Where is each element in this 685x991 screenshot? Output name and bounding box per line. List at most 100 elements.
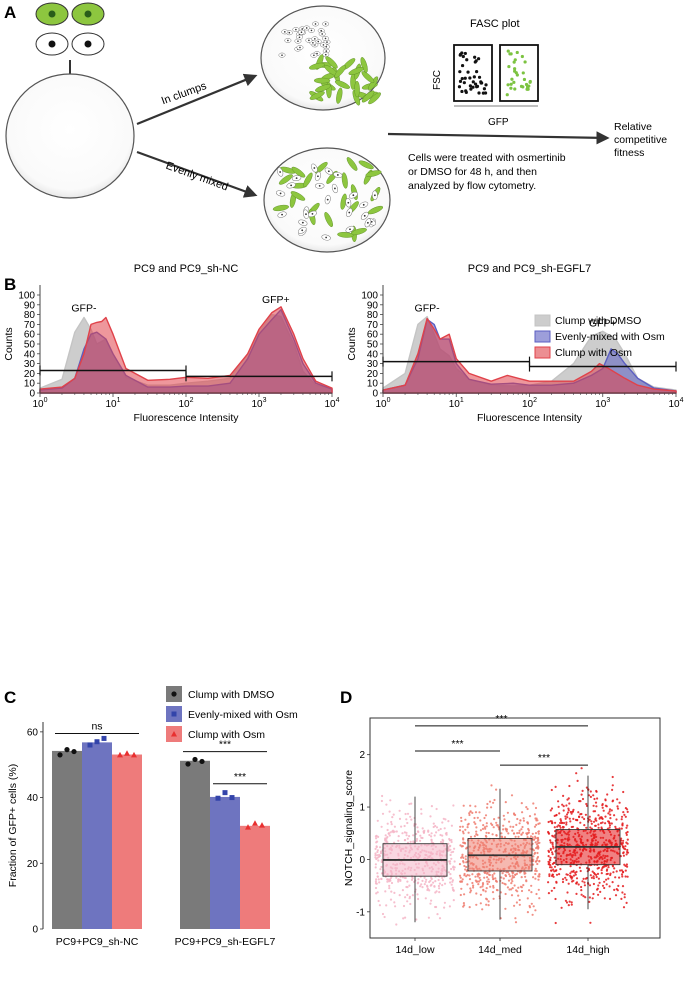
jitter-point — [584, 877, 588, 880]
plain-cell-nucleus — [321, 33, 323, 35]
fasc-dot-negative — [477, 75, 482, 79]
x-tick-exponent: 2 — [533, 397, 537, 404]
plain-cell-nucleus — [281, 54, 283, 56]
data-point — [117, 751, 123, 758]
jitter-point — [520, 802, 523, 805]
gfp-cell — [308, 62, 325, 70]
fasc-dot-negative — [476, 57, 481, 61]
jitter-point — [515, 901, 519, 904]
jitter-point — [575, 881, 579, 884]
jitter-point — [484, 814, 488, 817]
gfp-cell — [278, 174, 293, 185]
jitter-point — [478, 880, 481, 883]
jitter-point — [412, 834, 415, 837]
fasc-dot-negative — [457, 85, 462, 89]
jitter-point — [583, 881, 586, 884]
jitter-point — [583, 817, 586, 821]
jitter-point — [487, 900, 490, 903]
jitter-point — [494, 877, 497, 880]
panel-c-letter: C — [4, 688, 16, 707]
jitter-point — [576, 818, 579, 822]
jitter-point — [404, 896, 407, 899]
jitter-point — [449, 862, 452, 865]
plain-cell-nucleus — [325, 50, 328, 52]
x-tick-label: 103 — [595, 397, 610, 410]
jitter-point — [589, 874, 592, 877]
jitter-point — [452, 899, 455, 902]
jitter-point — [376, 875, 379, 878]
analysis-arrow — [387, 131, 610, 145]
gfp-cell — [290, 191, 306, 201]
jitter-point — [566, 816, 569, 819]
result-line: competitive — [614, 134, 667, 146]
fasc-dot-positive — [513, 67, 517, 71]
jitter-point — [518, 822, 521, 825]
jitter-point — [397, 835, 400, 838]
jitter-point — [528, 889, 531, 892]
jitter-point — [495, 821, 498, 824]
jitter-point — [379, 868, 382, 871]
jitter-point — [577, 811, 580, 814]
jitter-point — [538, 875, 541, 878]
jitter-point — [550, 788, 553, 792]
jitter-point — [551, 841, 554, 844]
jitter-point — [448, 860, 451, 863]
jitter-point — [565, 821, 568, 824]
jitter-point — [416, 893, 419, 896]
jitter-point — [614, 894, 618, 897]
jitter-point — [600, 816, 603, 819]
jitter-point — [601, 865, 605, 869]
jitter-point — [623, 863, 626, 866]
y-tick-label: 70 — [24, 320, 36, 331]
jitter-point — [485, 831, 488, 834]
jitter-point — [583, 824, 586, 827]
jitter-point — [561, 878, 565, 881]
fasc-dot-negative — [464, 90, 468, 94]
jitter-point — [462, 856, 465, 860]
jitter-point — [592, 794, 595, 797]
jitter-point — [474, 805, 477, 808]
gfp-cell — [352, 89, 361, 106]
jitter-point — [475, 892, 478, 895]
histogram-chart: PC9 and PC9_sh-EGFL701020304050607080901… — [346, 263, 684, 424]
jitter-point — [416, 882, 419, 885]
jitter-point — [535, 869, 538, 873]
jitter-point — [607, 812, 610, 815]
jitter-point — [620, 869, 624, 872]
jitter-point — [410, 802, 413, 805]
fasc-dot-positive — [510, 77, 514, 81]
jitter-point — [426, 888, 429, 892]
jitter-point — [452, 804, 455, 807]
jitter-point — [525, 879, 528, 882]
fasc-dot-positive — [523, 60, 527, 64]
jitter-point — [575, 772, 578, 775]
jitter-point — [591, 870, 594, 873]
x-tick-base: 10 — [251, 399, 263, 410]
jitter-point — [622, 852, 625, 855]
jitter-point — [530, 902, 533, 905]
jitter-point — [533, 825, 537, 828]
gfp-cell — [272, 204, 290, 212]
jitter-point — [444, 818, 447, 821]
jitter-point — [488, 800, 492, 803]
clumps-arrow — [136, 73, 258, 126]
jitter-point — [614, 876, 617, 879]
plain-cell-nucleus — [312, 41, 314, 44]
jitter-point — [626, 810, 629, 814]
jitter-point — [600, 826, 603, 829]
jitter-point — [612, 871, 615, 874]
jitter-point — [571, 810, 575, 813]
jitter-point — [622, 811, 625, 814]
gfp-cell — [337, 232, 354, 238]
data-point — [252, 820, 258, 826]
x-tick-label: 102 — [178, 397, 193, 410]
jitter-point — [483, 826, 486, 829]
jitter-point — [622, 846, 625, 849]
result-line: fitness — [614, 147, 644, 159]
plain-cell-nucleus — [373, 194, 376, 197]
jitter-point — [522, 817, 525, 820]
jitter-point — [476, 875, 479, 878]
jitter-point — [618, 876, 621, 879]
plain-cell-nucleus — [352, 194, 355, 197]
data-point — [57, 752, 63, 758]
